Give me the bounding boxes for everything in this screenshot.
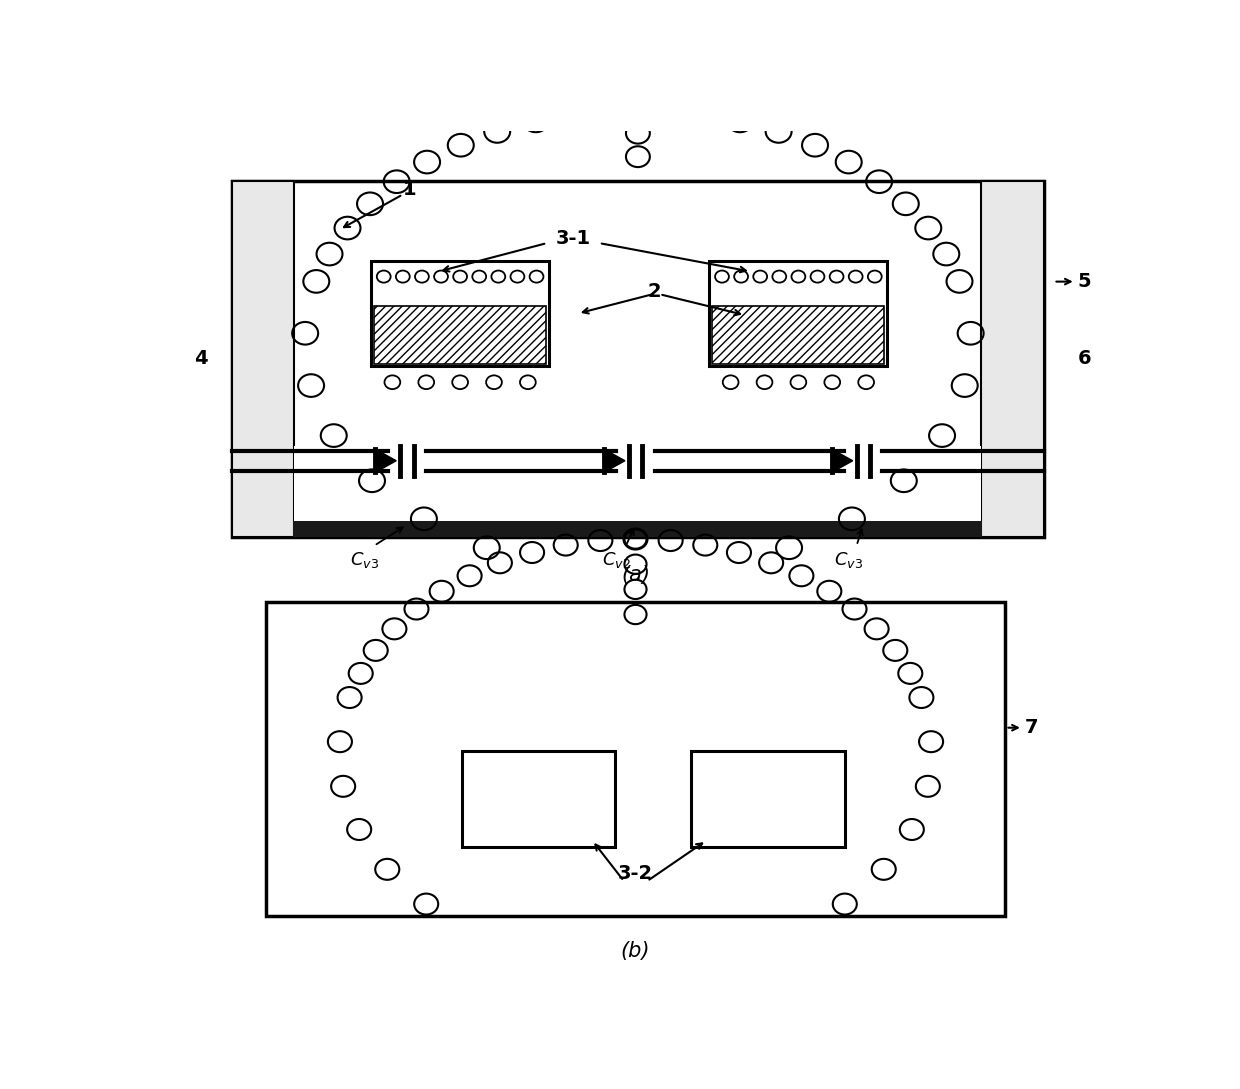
- Bar: [232, 181, 294, 537]
- Bar: [232, 181, 1044, 537]
- Text: 3-2: 3-2: [618, 864, 653, 883]
- Bar: [982, 181, 1044, 537]
- Text: 5: 5: [1078, 272, 1091, 291]
- Text: 1: 1: [403, 180, 417, 199]
- Text: (a): (a): [621, 565, 650, 585]
- Polygon shape: [604, 449, 625, 473]
- Bar: [294, 521, 982, 537]
- Polygon shape: [832, 449, 853, 473]
- Bar: [709, 261, 888, 366]
- Text: 6: 6: [1078, 350, 1091, 368]
- Bar: [374, 306, 546, 364]
- Bar: [461, 750, 615, 847]
- Bar: [265, 602, 1006, 916]
- Text: $C_{v3}$: $C_{v3}$: [835, 550, 863, 570]
- Text: (b): (b): [621, 941, 650, 960]
- Text: 2: 2: [649, 282, 662, 302]
- Bar: [294, 446, 982, 521]
- Text: $C_{v2}$: $C_{v2}$: [601, 550, 631, 570]
- Polygon shape: [374, 449, 397, 473]
- Text: 4: 4: [195, 350, 208, 368]
- Bar: [371, 261, 549, 366]
- Text: 7: 7: [1024, 719, 1038, 737]
- Bar: [691, 750, 844, 847]
- Text: 3-1: 3-1: [556, 229, 590, 247]
- Bar: [712, 306, 884, 364]
- Text: $C_{v3}$: $C_{v3}$: [350, 550, 379, 570]
